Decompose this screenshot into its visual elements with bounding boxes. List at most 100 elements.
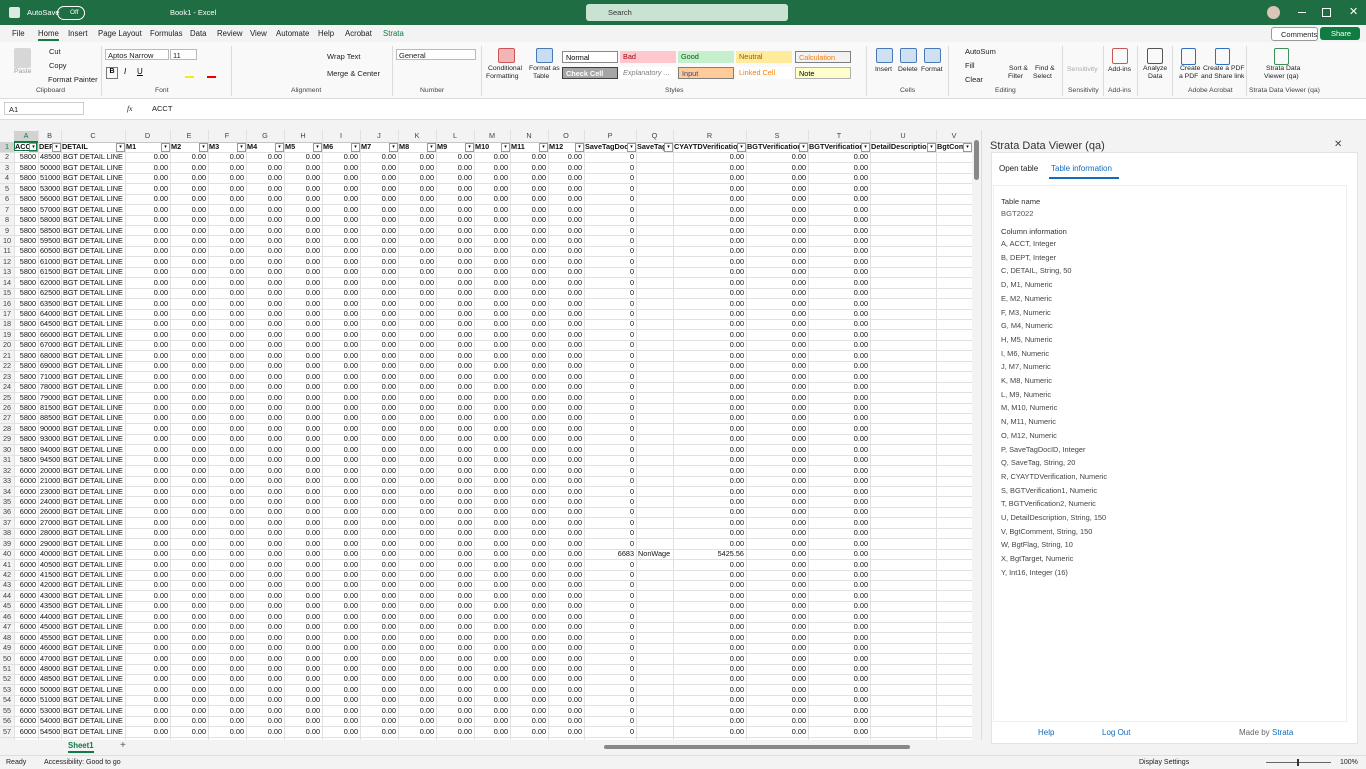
cell[interactable]: 0.00 bbox=[381, 225, 396, 235]
cell[interactable]: 5425.56 bbox=[717, 549, 744, 559]
row-header[interactable]: 13 bbox=[2, 267, 12, 277]
cell[interactable]: 0.00 bbox=[229, 465, 244, 475]
cell[interactable]: 6000 bbox=[19, 601, 36, 611]
cell[interactable]: 54000 bbox=[40, 716, 61, 726]
cell[interactable]: 0.00 bbox=[267, 538, 282, 548]
cell[interactable]: 0.00 bbox=[729, 559, 744, 569]
cell[interactable]: 0.00 bbox=[531, 465, 546, 475]
cell[interactable]: 0.00 bbox=[853, 225, 868, 235]
cell[interactable]: 0.00 bbox=[493, 528, 508, 538]
cell[interactable]: 0.00 bbox=[153, 716, 168, 726]
cell[interactable]: 0.00 bbox=[267, 632, 282, 642]
filter-button[interactable]: ▾ bbox=[199, 143, 208, 152]
cell[interactable]: 0.00 bbox=[229, 486, 244, 496]
cell[interactable]: 0.00 bbox=[381, 423, 396, 433]
cell[interactable]: BGT DETAIL LINE 1 bbox=[63, 476, 125, 486]
row-header[interactable]: 40 bbox=[2, 549, 12, 559]
filter-button[interactable]: ▾ bbox=[313, 143, 322, 152]
cell[interactable]: 0.00 bbox=[853, 298, 868, 308]
cell[interactable]: 0.00 bbox=[791, 319, 806, 329]
cell[interactable]: 0.00 bbox=[381, 465, 396, 475]
cell[interactable]: 0.00 bbox=[153, 162, 168, 172]
header-cell[interactable]: M7 bbox=[361, 142, 372, 151]
cell[interactable]: 0.00 bbox=[567, 162, 582, 172]
cell[interactable]: 0.00 bbox=[853, 455, 868, 465]
cell[interactable]: 0.00 bbox=[853, 277, 868, 287]
cell[interactable]: 0.00 bbox=[153, 392, 168, 402]
cell[interactable]: 0.00 bbox=[729, 528, 744, 538]
cell[interactable]: 0.00 bbox=[153, 486, 168, 496]
cell[interactable]: 0.00 bbox=[567, 246, 582, 256]
cell[interactable]: 0.00 bbox=[343, 298, 358, 308]
cell[interactable]: 5800 bbox=[19, 288, 36, 298]
cell[interactable]: 0.00 bbox=[457, 152, 472, 162]
cell[interactable]: 0.00 bbox=[153, 288, 168, 298]
cell[interactable]: 0.00 bbox=[229, 309, 244, 319]
filter-button[interactable]: ▾ bbox=[539, 143, 548, 152]
cell[interactable]: 0.00 bbox=[853, 476, 868, 486]
column-header[interactable]: U bbox=[900, 131, 906, 140]
cell[interactable]: 0.00 bbox=[729, 653, 744, 663]
cell[interactable]: 0.00 bbox=[229, 267, 244, 277]
cell[interactable]: 0.00 bbox=[729, 225, 744, 235]
cell[interactable]: 0.00 bbox=[153, 465, 168, 475]
cell[interactable]: 0 bbox=[629, 403, 634, 412]
cell[interactable]: 0.00 bbox=[567, 486, 582, 496]
cell[interactable]: 0.00 bbox=[153, 329, 168, 339]
cell[interactable]: 6000 bbox=[19, 622, 36, 632]
cell[interactable]: 0.00 bbox=[191, 309, 206, 319]
cell[interactable]: 0.00 bbox=[229, 570, 244, 580]
cell[interactable]: BGT DETAIL LINE 0 bbox=[63, 173, 125, 183]
cell[interactable]: 0.00 bbox=[305, 695, 320, 705]
cell[interactable]: 0.00 bbox=[343, 455, 358, 465]
cell[interactable]: 0.00 bbox=[531, 183, 546, 193]
cell[interactable]: 0.00 bbox=[853, 653, 868, 663]
cell[interactable]: 0.00 bbox=[153, 601, 168, 611]
cell[interactable]: 0.00 bbox=[343, 319, 358, 329]
cell[interactable]: BGT DETAIL LINE 1 bbox=[63, 559, 125, 569]
cell[interactable]: 0.00 bbox=[493, 455, 508, 465]
row-header[interactable]: 26 bbox=[2, 403, 12, 412]
cell[interactable]: 0 bbox=[629, 559, 634, 569]
cell[interactable]: 0.00 bbox=[791, 538, 806, 548]
row-header[interactable]: 48 bbox=[2, 632, 12, 642]
cell[interactable]: 0.00 bbox=[567, 559, 582, 569]
addins-button[interactable]: Add-ins bbox=[1108, 66, 1132, 73]
cell[interactable]: 93000 bbox=[40, 434, 61, 444]
cell[interactable]: 0.00 bbox=[791, 413, 806, 423]
sort-filter-line[interactable]: Filter bbox=[1008, 73, 1024, 80]
cell[interactable]: 0.00 bbox=[853, 611, 868, 621]
cell[interactable]: 0.00 bbox=[305, 173, 320, 183]
cell[interactable]: 0 bbox=[629, 413, 634, 423]
cell[interactable]: 0.00 bbox=[531, 455, 546, 465]
cell[interactable]: 0.00 bbox=[567, 194, 582, 204]
cell[interactable]: 0.00 bbox=[567, 256, 582, 266]
cell[interactable]: 0.00 bbox=[419, 674, 434, 684]
row-header[interactable]: 15 bbox=[2, 288, 12, 298]
cell[interactable]: 0.00 bbox=[493, 235, 508, 245]
close-button[interactable]: ✕ bbox=[1349, 6, 1359, 18]
cell[interactable]: 0 bbox=[629, 173, 634, 183]
menu-tab[interactable]: Formulas bbox=[150, 29, 183, 38]
cell[interactable]: 0.00 bbox=[791, 716, 806, 726]
fill-color[interactable] bbox=[185, 76, 194, 78]
cell[interactable]: BGT DETAIL LINE 1 bbox=[63, 611, 125, 621]
conditional-formatting-line[interactable]: Formatting bbox=[486, 73, 519, 80]
cell[interactable]: 0.00 bbox=[305, 601, 320, 611]
cell[interactable]: 0.00 bbox=[191, 622, 206, 632]
cell[interactable]: 0.00 bbox=[457, 329, 472, 339]
cell[interactable]: 0.00 bbox=[457, 371, 472, 381]
cell[interactable]: 0.00 bbox=[791, 507, 806, 517]
cell[interactable]: 0.00 bbox=[791, 434, 806, 444]
cell[interactable]: 6000 bbox=[19, 517, 36, 527]
cell[interactable]: 0.00 bbox=[229, 340, 244, 350]
cell[interactable]: 0 bbox=[629, 486, 634, 496]
cell[interactable]: 0.00 bbox=[343, 267, 358, 277]
cell[interactable]: 0.00 bbox=[567, 340, 582, 350]
find-select-line[interactable]: Select bbox=[1033, 73, 1052, 80]
cell[interactable]: 0.00 bbox=[191, 152, 206, 162]
cell[interactable]: 0.00 bbox=[729, 570, 744, 580]
comments-button[interactable]: Comments bbox=[1271, 27, 1318, 41]
row-header[interactable]: 53 bbox=[2, 684, 12, 694]
cell[interactable]: 0.00 bbox=[567, 726, 582, 736]
